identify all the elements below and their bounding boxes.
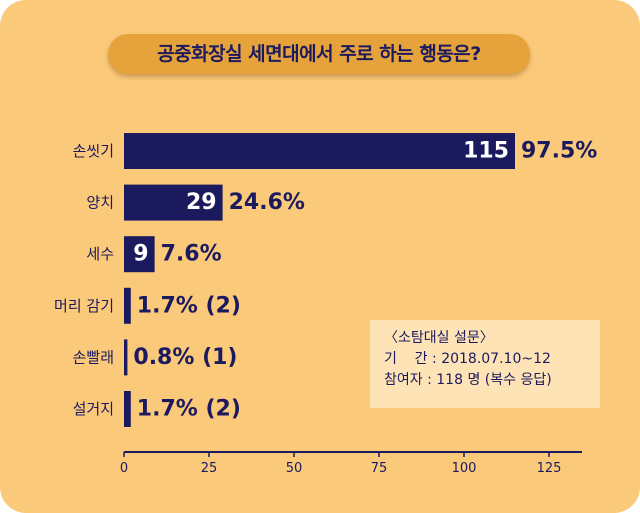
- category-label-4: 손빨래: [73, 348, 114, 366]
- survey-respondents: 참여자 : 118 명 (복수 응답): [384, 370, 600, 391]
- value-label-1: 29: [186, 190, 217, 215]
- survey-period-value: 2018.07.10~12: [441, 351, 551, 367]
- bar-2: [124, 236, 155, 273]
- bar-5: [124, 391, 131, 427]
- percent-label-3: 1.7% (2): [137, 293, 241, 318]
- bars-layer: [124, 133, 515, 427]
- category-label-2: 세수: [86, 245, 114, 263]
- percent-label-4: 0.8% (1): [133, 345, 237, 370]
- chart-title: 공중화장실 세면대에서 주로 하는 행동은?: [157, 43, 481, 65]
- percent-label-0: 97.5%: [521, 139, 597, 164]
- category-label-1: 양치: [86, 194, 114, 212]
- x-tick-label-5: 125: [537, 461, 562, 476]
- survey-note: 〈소탐대실 설문〉 기 간 : 2018.07.10~12 참여자 : 118 …: [370, 320, 600, 408]
- x-tick-label-0: 0: [120, 461, 128, 476]
- bar-0: [124, 133, 515, 169]
- survey-period: 기 간 : 2018.07.10~12: [384, 349, 600, 370]
- x-tick-label-2: 50: [286, 461, 303, 476]
- bar-3: [124, 287, 131, 324]
- survey-heading: 〈소탐대실 설문〉: [384, 330, 494, 346]
- survey-period-colon: :: [432, 351, 442, 367]
- category-label-0: 손씻기: [73, 142, 114, 160]
- survey-period-label: 기 간: [384, 351, 428, 367]
- percent-label-5: 1.7% (2): [137, 397, 241, 422]
- bar-1: [124, 184, 223, 221]
- percent-label-1: 24.6%: [229, 190, 305, 215]
- survey-respondents-colon: :: [427, 372, 437, 388]
- x-tick-label-4: 100: [452, 461, 477, 476]
- x-tick-label-3: 75: [371, 461, 388, 476]
- title-pill: 공중화장실 세면대에서 주로 하는 행동은?: [108, 34, 530, 74]
- labels-layer: 손씻기 115 97.5% 양치 29 24.6% 세수 9 7.6% 머리 감기 1.7% (2)…: [54, 139, 597, 422]
- category-label-3: 머리 감기: [54, 297, 114, 315]
- survey-respondents-value: 118 명 (복수 응답): [436, 372, 552, 388]
- percent-label-2: 7.6%: [161, 242, 222, 267]
- value-label-0: 115: [463, 139, 509, 164]
- x-tick-label-1: 25: [201, 461, 218, 476]
- axis-layer: 0 25 50 75 100 125: [120, 451, 582, 476]
- survey-respondents-label: 참여자: [384, 372, 423, 388]
- value-label-2: 9: [133, 242, 148, 267]
- category-label-5: 설거지: [73, 400, 114, 418]
- bar-4: [124, 339, 128, 376]
